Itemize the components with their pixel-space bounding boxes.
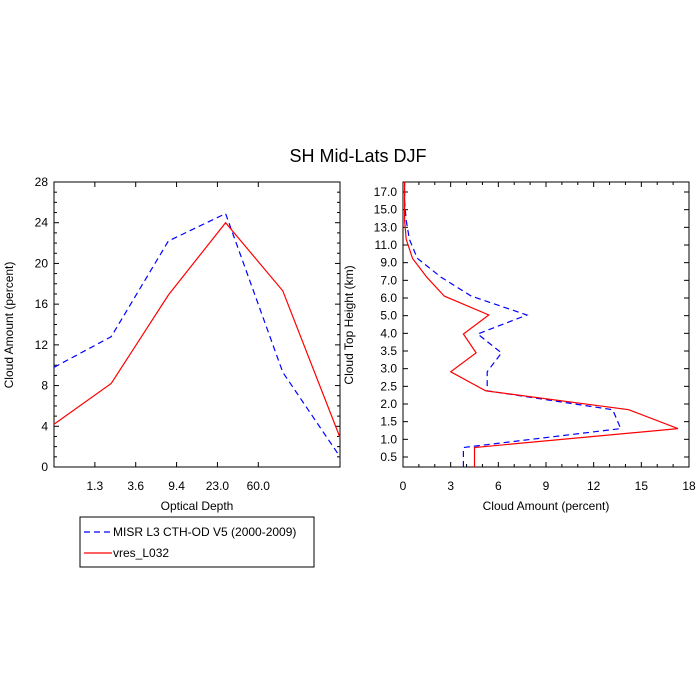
- left-series-observation-line: [53, 212, 341, 458]
- right-y-tick-label: 3.0: [380, 362, 397, 376]
- right-y-tick-label: 7.0: [380, 273, 397, 287]
- right-y-tick-label: 1.0: [380, 432, 397, 446]
- right-y-tick-label: 3.5: [380, 344, 397, 358]
- right-y-tick-label: 11.0: [375, 238, 398, 252]
- right-y-tick-label: 4.0: [380, 326, 397, 340]
- left-y-tick-label: 8: [41, 379, 48, 393]
- left-y-tick-label: 16: [35, 297, 49, 311]
- legend-label-model: vres_L032: [113, 546, 169, 560]
- left-chart-series: [53, 212, 341, 458]
- left-x-tick-label: 1.3: [87, 479, 104, 493]
- left-x-tick-label: 23.0: [206, 479, 230, 493]
- left-x-tick-label: 3.6: [127, 479, 144, 493]
- legend-label-observation: MISR L3 CTH-OD V5 (2000-2009): [113, 525, 296, 539]
- figure-title: SH Mid-Lats DJF: [289, 146, 426, 166]
- right-series-observation-line: [404, 182, 622, 467]
- right-series-model-line: [404, 182, 679, 467]
- left-chart-frame: [53, 181, 341, 468]
- right-chart-xlabel: Cloud Amount (percent): [483, 499, 610, 513]
- left-y-tick-label: 28: [35, 175, 49, 189]
- left-y-tick-label: 0: [41, 460, 48, 474]
- left-x-tick-label: 9.4: [168, 479, 185, 493]
- left-series-model-line: [53, 221, 341, 438]
- right-chart-ticks: 0 3 6 9 12 15 18 0.5 1.0 1.5 2.0 2.5 3.0 3.5 4.0 5.0 6.0…: [374, 182, 696, 493]
- right-y-tick-label: 2.5: [380, 379, 397, 393]
- left-chart-xlabel: Optical Depth: [161, 499, 234, 513]
- right-x-tick-label: 15: [635, 479, 649, 493]
- legend: MISR L3 CTH-OD V5 (2000-2009) vres_L032: [79, 516, 315, 568]
- left-y-tick-label: 20: [35, 256, 49, 270]
- right-y-tick-label: 5.0: [380, 309, 397, 323]
- left-chart-ylabel: Cloud Amount (percent): [2, 262, 16, 389]
- left-chart-ticks: 0 4 8 12 16 20 24 28 1.3 3.6 9.4 23.0 60.0: [35, 175, 340, 493]
- right-y-tick-label: 13.0: [374, 220, 398, 234]
- left-chart: 0 4 8 12 16 20 24 28 1.3 3.6 9.4 23.0 60.0 Optical D…: [2, 175, 341, 513]
- right-chart-ylabel: Cloud Top Height (km): [342, 265, 356, 384]
- right-x-tick-label: 3: [447, 479, 454, 493]
- left-x-tick-label: 60.0: [247, 479, 271, 493]
- left-y-tick-label: 12: [35, 338, 49, 352]
- right-chart: 0 3 6 9 12 15 18 0.5 1.0 1.5 2.0 2.5 3.0 3.5 4.0 5.0 6.0…: [342, 181, 696, 513]
- left-y-tick-label: 4: [41, 419, 48, 433]
- right-y-tick-label: 1.5: [380, 415, 397, 429]
- legend-box: [79, 516, 315, 568]
- right-y-tick-label: 15.0: [374, 203, 398, 217]
- right-x-tick-label: 9: [543, 479, 550, 493]
- right-y-tick-label: 0.5: [380, 450, 397, 464]
- right-x-tick-label: 6: [495, 479, 502, 493]
- right-y-tick-label: 17.0: [374, 185, 398, 199]
- left-y-tick-label: 24: [35, 216, 49, 230]
- right-y-tick-label: 2.0: [380, 397, 397, 411]
- right-x-tick-label: 12: [587, 479, 601, 493]
- right-x-tick-label: 18: [682, 479, 696, 493]
- right-y-tick-label: 6.0: [380, 291, 397, 305]
- right-y-tick-label: 9.0: [380, 256, 397, 270]
- right-chart-frame: [402, 181, 690, 468]
- right-chart-series: [404, 182, 679, 467]
- right-x-tick-label: 0: [400, 479, 407, 493]
